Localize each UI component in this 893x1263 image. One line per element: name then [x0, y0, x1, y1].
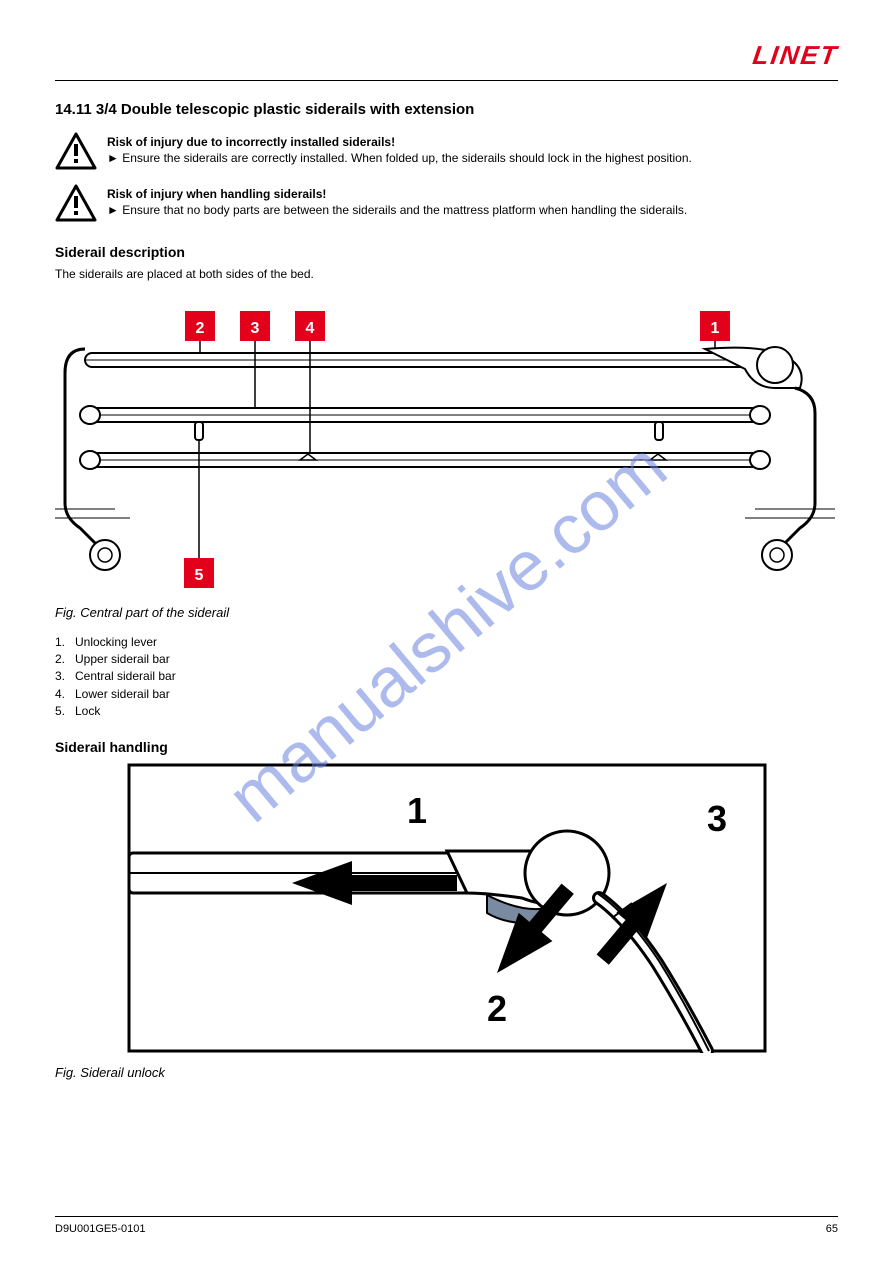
figure2-caption: Fig. Siderail unlock	[55, 1065, 838, 1080]
legend-row: 4.Lower siderail bar	[55, 686, 838, 703]
figure1-legend: 1.Unlocking lever 2.Upper siderail bar 3…	[55, 634, 838, 721]
legend-row: 2.Upper siderail bar	[55, 651, 838, 668]
figure-siderail-unlock: 1 2 3	[127, 763, 767, 1053]
step-number-1: 1	[406, 790, 426, 831]
step-number-3: 3	[706, 798, 726, 839]
legend-row: 1.Unlocking lever	[55, 634, 838, 651]
figure-label-4: 4	[306, 320, 315, 337]
warning-line: ► Ensure the siderails are correctly ins…	[107, 151, 692, 165]
warning-text: Risk of injury due to incorrectly instal…	[107, 132, 838, 166]
footer-right: 65	[826, 1223, 838, 1235]
footer-left: D9U001GE5-0101	[55, 1223, 146, 1235]
brand-logo: LINET	[751, 40, 840, 71]
warning-bold: Risk of injury due to incorrectly instal…	[107, 135, 395, 149]
step-number-2: 2	[486, 988, 506, 1029]
desc-line: The siderails are placed at both sides o…	[55, 266, 838, 282]
warning-bold: Risk of injury when handling siderails!	[107, 187, 326, 201]
figure-label-3: 3	[251, 320, 260, 337]
figure1-caption: Fig. Central part of the siderail	[55, 605, 838, 620]
figure-label-5: 5	[195, 567, 204, 584]
legend-row: 3.Central siderail bar	[55, 668, 838, 685]
warning-text: Risk of injury when handling siderails! …	[107, 184, 838, 218]
warning-block: Risk of injury due to incorrectly instal…	[55, 132, 838, 174]
page-header: LINET	[55, 40, 838, 70]
page: LINET 14.11 3/4 Double telescopic plasti…	[0, 0, 893, 1263]
warning-block: Risk of injury when handling siderails! …	[55, 184, 838, 226]
legend-row: 5.Lock	[55, 703, 838, 720]
warning-icon	[55, 132, 97, 174]
warning-icon	[55, 184, 97, 226]
subhead-description: Siderail description	[55, 244, 838, 260]
figure-label-1: 1	[711, 320, 720, 337]
header-divider	[55, 80, 838, 81]
figure-siderail-side: 2 3 4 1 5	[55, 293, 835, 593]
page-footer: D9U001GE5-0101 65	[55, 1216, 838, 1235]
subhead-handling: Siderail handling	[55, 739, 838, 755]
figure-label-2: 2	[196, 320, 205, 337]
warning-line: ► Ensure that no body parts are between …	[107, 203, 687, 217]
section-title: 14.11 3/4 Double telescopic plastic side…	[55, 101, 838, 118]
